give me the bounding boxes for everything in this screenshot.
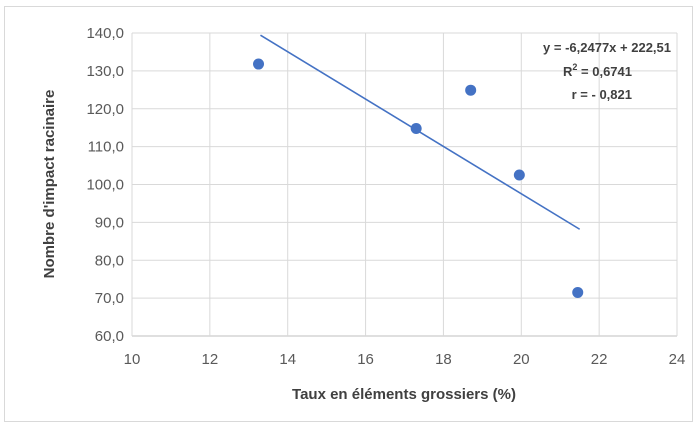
data-point: [465, 84, 477, 96]
correlation-label: r = - 0,821: [572, 87, 632, 102]
trendline-equation: y = -6,2477x + 222,51: [543, 40, 671, 55]
x-tick-label: 12: [202, 351, 219, 368]
data-point: [410, 122, 422, 134]
y-tick-label: 110,0: [88, 139, 124, 156]
y-tick-label: 80,0: [95, 252, 124, 269]
x-tick-label: 14: [279, 351, 296, 368]
y-tick-label: 70,0: [95, 290, 124, 307]
y-tick-label: 120,0: [86, 101, 124, 118]
data-point: [253, 58, 265, 70]
y-tick-label: 60,0: [95, 328, 124, 345]
y-tick-label: 130,0: [86, 63, 124, 80]
x-tick-label: 22: [591, 351, 608, 368]
x-axis-title: Taux en éléments grossiers (%): [292, 386, 516, 403]
y-tick-label: 100,0: [86, 177, 124, 194]
data-points: [253, 58, 584, 298]
x-tick-label: 16: [357, 351, 374, 368]
y-tick-labels: 60,0 70,0 80,0 90,0 100,0 110,0 120,0 130,0 140,…: [86, 25, 124, 345]
r-squared-label: R2 = 0,6741: [563, 62, 632, 79]
data-point: [513, 169, 525, 181]
chart-frame: [4, 6, 693, 422]
x-tick-label: 18: [435, 351, 452, 368]
x-tick-label: 20: [513, 351, 530, 368]
y-axis-title: Nombre d'impact racinaire: [41, 90, 58, 279]
y-tick-label: 140,0: [86, 25, 124, 42]
x-tick-label: 24: [669, 351, 686, 368]
y-tick-label: 90,0: [95, 214, 124, 231]
grid: [131, 32, 678, 337]
x-tick-label: 10: [124, 351, 141, 368]
data-point: [572, 286, 584, 298]
x-tick-labels: 10 12 14 16 18 20 22 24: [124, 351, 686, 368]
